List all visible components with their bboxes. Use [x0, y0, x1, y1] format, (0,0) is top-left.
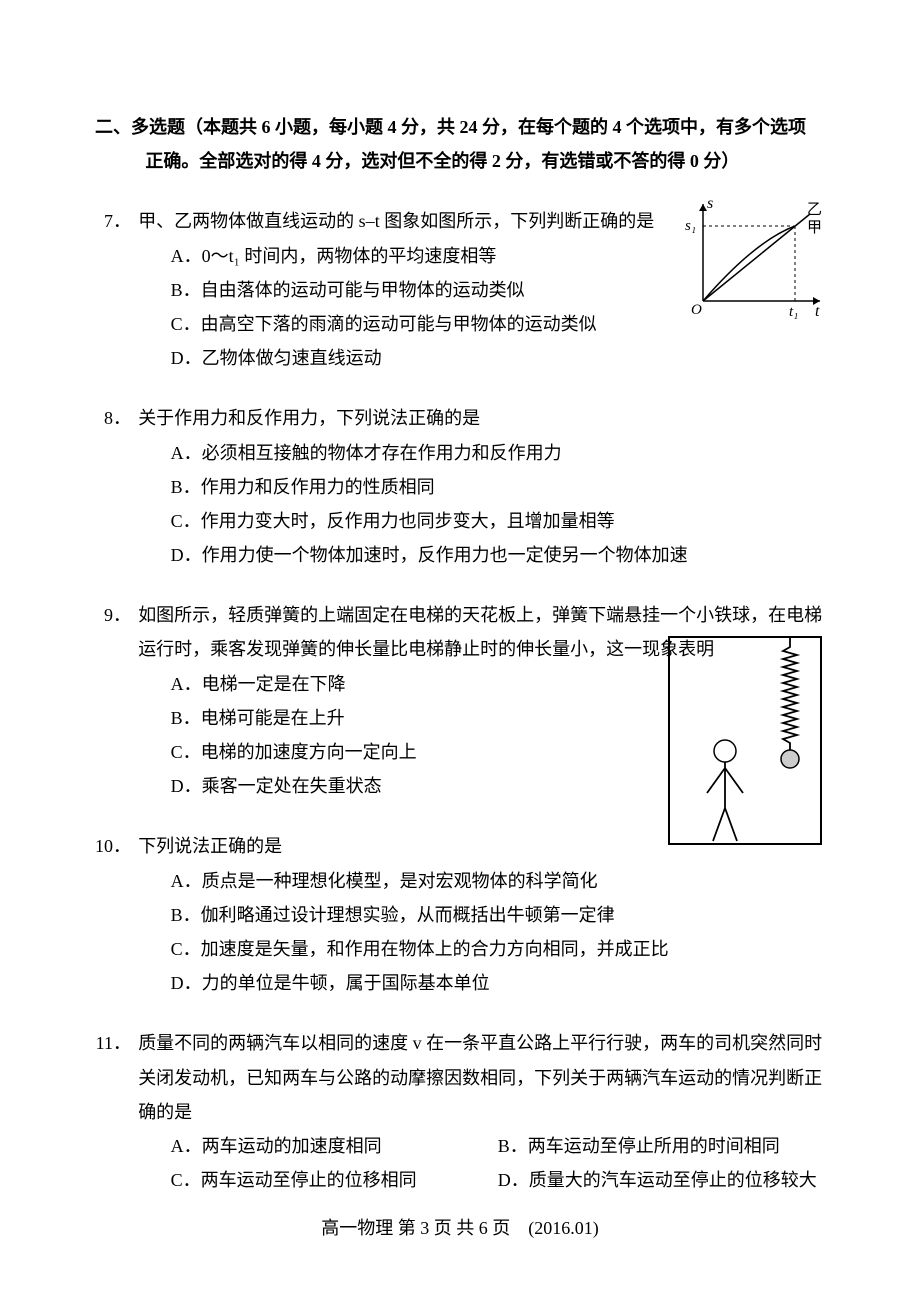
q8-opt-d: D．作用力使一个物体加速时，反作用力也一定使另一个物体加速 [171, 538, 825, 572]
q11-options: A．两车运动的加速度相同 B．两车运动至停止所用的时间相同 C．两车运动至停止的… [95, 1129, 825, 1197]
elevator-svg [665, 633, 825, 848]
q9-figure [665, 633, 825, 859]
q11-stem: 11．质量不同的两辆汽车以相同的速度 v 在一条平直公路上平行行驶，两车的司机突… [95, 1026, 825, 1060]
question-11: 11．质量不同的两辆汽车以相同的速度 v 在一条平直公路上平行行驶，两车的司机突… [95, 1026, 825, 1197]
q10-opt-c: C．加速度是矢量，和作用在物体上的合力方向相同，并成正比 [171, 932, 825, 966]
st-graph-svg: s s₁ O t₁ t 乙 甲 [685, 196, 825, 321]
q10-opt-d: D．力的单位是牛顿，属于国际基本单位 [171, 966, 825, 1000]
q9-stem: 9．如图所示，轻质弹簧的上端固定在电梯的天花板上，弹簧下端悬挂一个小铁球，在电梯 [95, 598, 825, 632]
q8-opt-b: B．作用力和反作用力的性质相同 [171, 470, 825, 504]
q11-opt-a: A．两车运动的加速度相同 [171, 1129, 498, 1163]
label-yi: 乙 [807, 202, 822, 218]
q10-stem: 10．下列说法正确的是 [95, 829, 825, 863]
q8-stem: 8．关于作用力和反作用力，下列说法正确的是 [95, 401, 825, 435]
page-footer: 高一物理 第 3 页 共 6 页 (2016.01) [0, 1211, 920, 1245]
question-8: 8．关于作用力和反作用力，下列说法正确的是 A．必须相互接触的物体才存在作用力和… [95, 401, 825, 572]
q11-stem-3: 确的是 [95, 1095, 825, 1129]
q8-opt-a: A．必须相互接触的物体才存在作用力和反作用力 [171, 436, 825, 470]
q7-figure: s s₁ O t₁ t 乙 甲 [685, 196, 825, 332]
q10-opt-b: B．伽利略通过设计理想实验，从而概括出牛顿第一定律 [171, 898, 825, 932]
axis-label-s: s [707, 196, 713, 212]
question-10: 10．下列说法正确的是 A．质点是一种理想化模型，是对宏观物体的科学简化 B．伽… [95, 829, 825, 1000]
q10-options: A．质点是一种理想化模型，是对宏观物体的科学简化 B．伽利略通过设计理想实验，从… [95, 864, 825, 1001]
section-title-line1: 二、多选题（本题共 6 小题，每小题 4 分，共 24 分，在每个题的 4 个选… [95, 117, 806, 137]
label-jia: 甲 [807, 220, 822, 236]
q11-opt-b: B．两车运动至停止所用的时间相同 [498, 1129, 825, 1163]
q7-opt-d: D．乙物体做匀速直线运动 [171, 341, 825, 375]
footer-text: 高一物理 第 3 页 共 6 页 (2016.01) [321, 1218, 599, 1238]
label-s1: s₁ [685, 218, 696, 234]
q8-options: A．必须相互接触的物体才存在作用力和反作用力 B．作用力和反作用力的性质相同 C… [95, 436, 825, 573]
q11-opt-d: D．质量大的汽车运动至停止的位移较大 [498, 1163, 825, 1197]
q8-opt-c: C．作用力变大时，反作用力也同步变大，且增加量相等 [171, 504, 825, 538]
q11-opt-c: C．两车运动至停止的位移相同 [171, 1163, 498, 1197]
question-7: s s₁ O t₁ t 乙 甲 7．甲、乙两物体做直线运动的 s–t 图象如图所… [95, 204, 825, 375]
axis-label-t: t [815, 303, 820, 320]
q11-stem-2: 关闭发动机，已知两车与公路的动摩擦因数相同，下列关于两辆汽车运动的情况判断正 [95, 1061, 825, 1095]
section-title-line2: 正确。全部选对的得 4 分，选对但不全的得 2 分，有选错或不答的得 0 分） [95, 144, 825, 178]
label-origin: O [691, 302, 702, 318]
question-9: 9．如图所示，轻质弹簧的上端固定在电梯的天花板上，弹簧下端悬挂一个小铁球，在电梯… [95, 598, 825, 803]
q10-opt-a: A．质点是一种理想化模型，是对宏观物体的科学简化 [171, 864, 825, 898]
label-t1: t₁ [789, 304, 798, 320]
section-header: 二、多选题（本题共 6 小题，每小题 4 分，共 24 分，在每个题的 4 个选… [95, 110, 825, 178]
